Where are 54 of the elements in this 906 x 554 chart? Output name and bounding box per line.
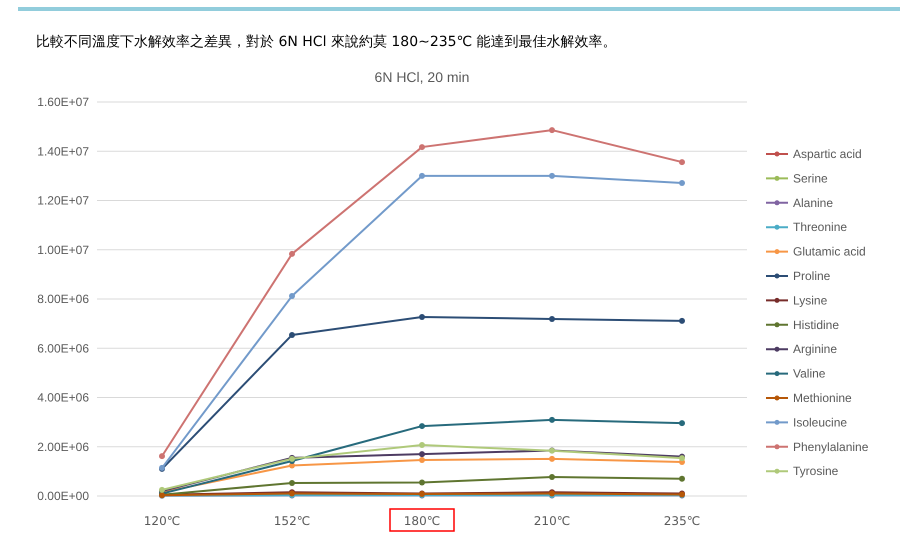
legend-label: Glutamic acid — [793, 244, 866, 259]
legend-label: Aspartic acid — [793, 147, 862, 161]
point — [549, 172, 555, 179]
point — [419, 172, 425, 179]
point — [549, 316, 555, 322]
y-tick-label: 1.20E+07 — [37, 194, 90, 208]
x-tick-label: 210℃ — [534, 514, 570, 528]
chart-title: 6N HCl, 20 min — [374, 69, 470, 85]
point — [549, 416, 555, 423]
text: 比較不同溫度下水解效率之差異，對於 6N HCl 來說約莫 180~235℃ 能達到最佳水解效率。 — [36, 34, 617, 50]
point — [679, 180, 685, 186]
point — [419, 479, 425, 486]
point — [679, 159, 685, 166]
legend-label: Arginine — [793, 342, 838, 356]
y-tick-label: 1.60E+07 — [37, 95, 90, 109]
y-tick-label: 1.00E+07 — [37, 242, 90, 257]
point — [419, 144, 425, 150]
legend-label: Isoleucine — [793, 415, 848, 430]
point — [549, 456, 555, 462]
legend-label: Histidine — [793, 318, 840, 332]
x-tick-label: 180℃ — [404, 514, 440, 528]
point — [159, 453, 165, 460]
legend-label: Alanine — [793, 196, 834, 210]
point — [419, 314, 425, 320]
point — [289, 332, 295, 338]
point — [289, 480, 295, 486]
y-tick-label: 2.00E+06 — [37, 440, 90, 454]
point — [679, 420, 685, 426]
point — [289, 293, 295, 300]
legend-label: Methionine — [793, 391, 852, 405]
point — [419, 457, 425, 464]
y-tick-label: 8.00E+06 — [37, 292, 90, 306]
x-tick-label: 152℃ — [274, 514, 310, 528]
x-tick-label: 120℃ — [144, 514, 180, 528]
legend-label: Lysine — [793, 293, 828, 308]
point — [419, 442, 425, 448]
y-tick-label: 4.00E+06 — [37, 390, 90, 404]
legend-label: Proline — [793, 269, 831, 283]
point — [679, 476, 685, 482]
legend-label: Tyrosine — [793, 464, 839, 478]
point — [419, 451, 425, 458]
legend-label: Serine — [793, 171, 828, 186]
legend-label: Valine — [793, 366, 826, 381]
point — [549, 474, 555, 480]
y-tick-label: 6.00E+06 — [37, 341, 90, 356]
legend-label: Phenylalanine — [793, 440, 869, 454]
point — [419, 423, 425, 430]
y-tick-label: 0.00E+00 — [37, 489, 90, 503]
x-tick-label: 235℃ — [664, 514, 700, 528]
point — [289, 250, 295, 257]
point — [549, 127, 555, 134]
point — [679, 318, 685, 324]
legend-label: Threonine — [793, 220, 848, 234]
y-tick-label: 1.40E+07 — [37, 144, 90, 158]
